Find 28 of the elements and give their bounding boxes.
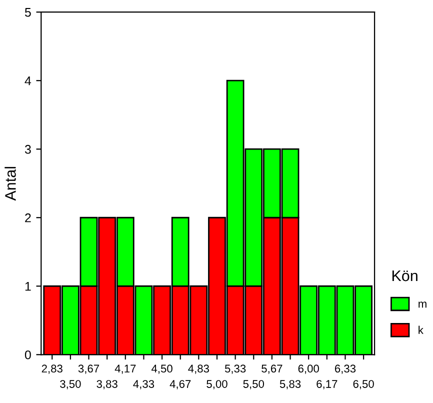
x-tick-label: 5,83 xyxy=(280,380,301,390)
y-tick-label: 5 xyxy=(24,8,31,17)
x-tick-label: 3,67 xyxy=(78,364,100,374)
y-tick-label: 0 xyxy=(24,350,31,360)
x-tick-label: 6,00 xyxy=(298,364,319,374)
x-tick-label: 6,17 xyxy=(316,380,338,390)
x-tick-label: 2,83 xyxy=(42,364,62,374)
x-tick-label: 3,50 xyxy=(60,380,81,390)
x-tick-label: 5,33 xyxy=(224,364,246,374)
x-tick-label: 4,33 xyxy=(133,380,154,390)
x-tick-label: 5,00 xyxy=(206,380,228,390)
y-axis-title: Antal xyxy=(4,166,16,201)
x-tick-label: 4,83 xyxy=(188,364,210,374)
x-tick-label: 6,33 xyxy=(334,364,356,374)
y-tick-label: 1 xyxy=(25,282,31,291)
legend-title: Kön xyxy=(392,270,418,282)
x-tick-label: 4,17 xyxy=(114,364,136,374)
x-tick-label: 5,50 xyxy=(243,380,264,390)
y-tick-label: 4 xyxy=(24,76,32,86)
x-tick-label: 5,67 xyxy=(262,364,282,374)
x-tick-label: 4,50 xyxy=(151,364,172,374)
x-tick-label: 6,50 xyxy=(353,380,374,390)
x-tick-label: 4,67 xyxy=(170,380,191,390)
legend-label: k xyxy=(418,326,424,334)
y-tick-label: 3 xyxy=(24,144,31,154)
legend-label: m xyxy=(418,302,426,308)
x-tick-label: 3,83 xyxy=(96,380,118,390)
y-tick-label: 2 xyxy=(25,213,31,222)
